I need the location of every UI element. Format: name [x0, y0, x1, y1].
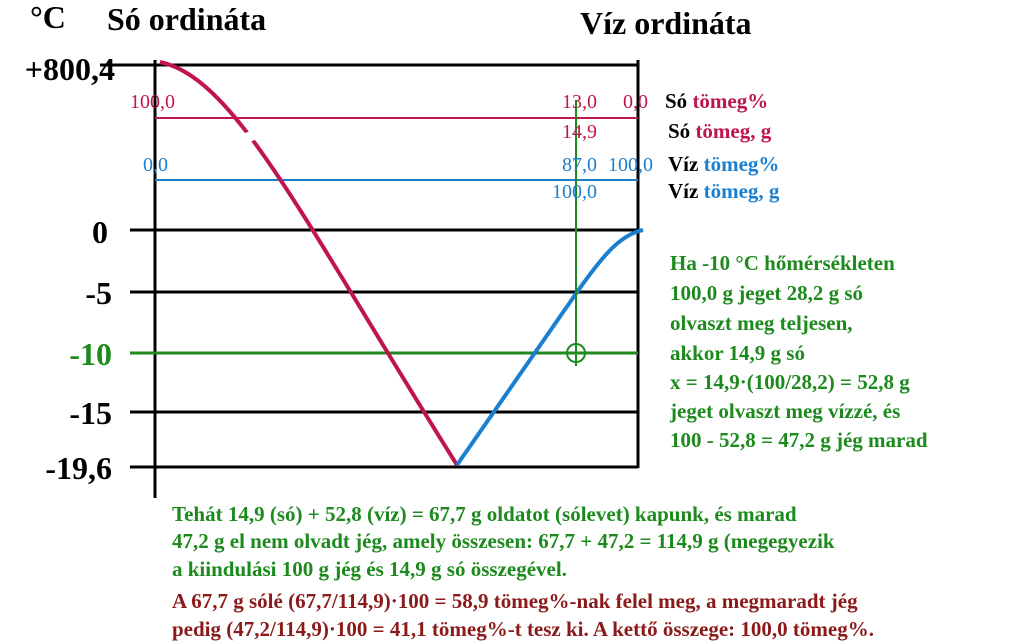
- summary-line: a kiindulási 100 g jég és 14,9 g só össz…: [172, 557, 567, 581]
- scale-label: 100,0: [552, 181, 597, 203]
- legend-entry: Víz tömeg%: [668, 152, 779, 176]
- unit: °C: [30, 0, 66, 35]
- scale-label: 0,0: [623, 91, 648, 113]
- y-label: -15: [69, 395, 112, 431]
- scale-label: 14,9: [562, 121, 597, 143]
- marker-circle: [566, 343, 586, 363]
- scale-label: 13,0: [562, 91, 597, 113]
- summary: Tehát 14,9 (só) + 52,8 (víz) = 67,7 g ol…: [172, 502, 874, 641]
- scale-label: 87,0: [562, 154, 597, 176]
- frame: [100, 60, 640, 498]
- y-label: -19,6: [45, 450, 112, 486]
- explanation-line: Ha -10 °C hőmérsékleten: [670, 251, 895, 275]
- curve-break: [238, 121, 282, 145]
- scale-label: 0,0: [143, 154, 168, 176]
- y-label: -5: [85, 275, 112, 311]
- legend-entry: Só tömeg%: [665, 89, 768, 113]
- scale-label: 100,0: [130, 91, 175, 113]
- explanation-line: akkor 14,9 g só: [670, 341, 805, 365]
- scale-labels: 100,0 13,0 0,0 14,9 0,0 87,0 100,0 100,0: [130, 91, 653, 203]
- scale-label: 100,0: [608, 154, 653, 176]
- y-label: +800,4: [25, 51, 115, 87]
- explanation-line: jeget olvaszt meg vízzé, és: [669, 399, 900, 423]
- summary-line: pedig (47,2/114,9)·100 = 41,1 tömeg%-t t…: [172, 617, 874, 641]
- explanation-line: 100 - 52,8 = 47,2 g jég marad: [670, 428, 928, 452]
- left-title: Só ordináta: [107, 1, 266, 37]
- summary-line: 47,2 g el nem olvadt jég, amely összesen…: [172, 529, 835, 553]
- summary-line: A 67,7 g sólé (67,7/114,9)·100 = 58,9 tö…: [172, 589, 858, 613]
- explanation-line: olvaszt meg teljesen,: [670, 311, 853, 335]
- explanation: Ha -10 °C hőmérsékleten 100,0 g jeget 28…: [669, 251, 928, 452]
- explanation-line: 100,0 g jeget 28,2 g só: [670, 281, 863, 305]
- y-label: 0: [92, 214, 108, 250]
- legend-entry: Víz tömeg, g: [668, 179, 780, 203]
- water-curve: [455, 228, 644, 467]
- salt-curve: [159, 60, 459, 467]
- legend-entry: Só tömeg, g: [668, 119, 772, 143]
- summary-line: Tehát 14,9 (só) + 52,8 (víz) = 67,7 g ol…: [172, 502, 797, 526]
- y-label: -10: [69, 336, 112, 372]
- right-title: Víz ordináta: [580, 5, 752, 41]
- explanation-line: x = 14,9·(100/28,2) = 52,8 g: [670, 370, 910, 394]
